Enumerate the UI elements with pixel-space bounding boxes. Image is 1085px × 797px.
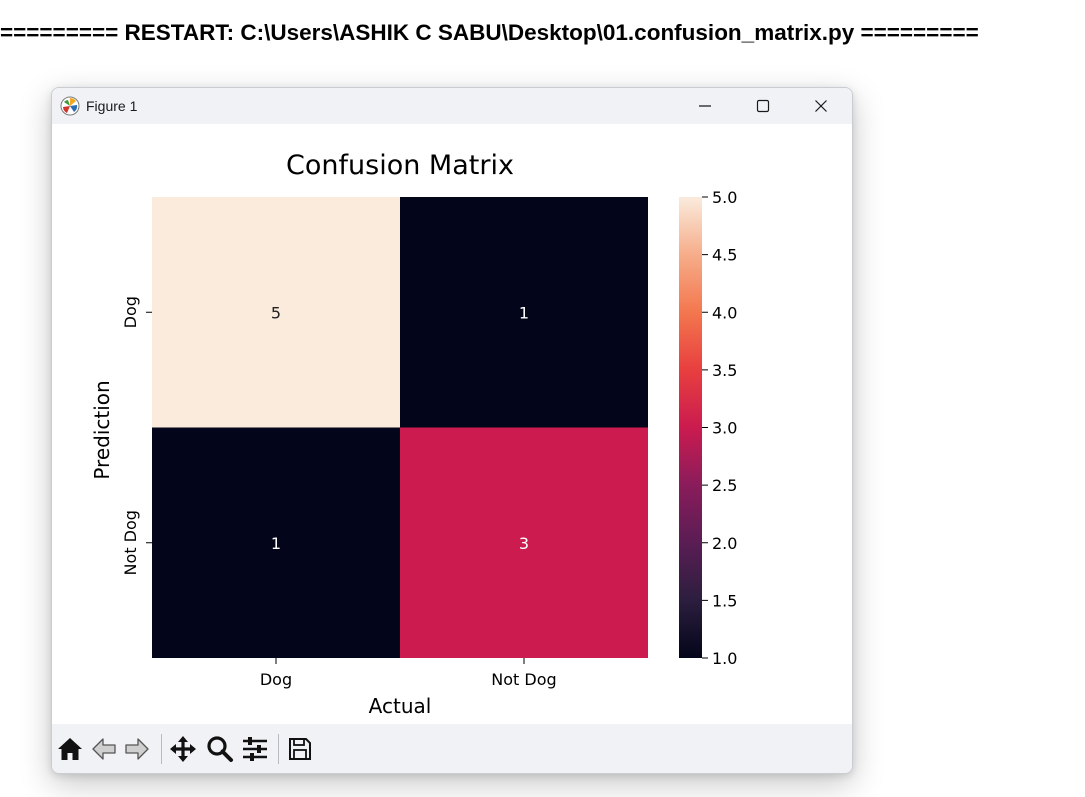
maximize-icon xyxy=(756,99,770,113)
cell-annotation: 1 xyxy=(271,534,281,553)
cell-annotation: 3 xyxy=(519,534,529,553)
maximize-button[interactable] xyxy=(734,88,792,124)
forward-button[interactable] xyxy=(123,735,151,763)
colorbar xyxy=(679,197,702,658)
figure-canvas[interactable]: Confusion Matrix 5 1 1 3 Dog Not Dog Dog Not … xyxy=(52,124,852,724)
cell-annotation: 5 xyxy=(271,303,281,322)
minimize-button[interactable] xyxy=(676,88,734,124)
save-button[interactable] xyxy=(286,735,314,763)
close-button[interactable] xyxy=(792,88,850,124)
toolbar-separator xyxy=(278,734,279,764)
back-arrow-icon xyxy=(92,738,116,760)
heatmap-cell xyxy=(152,427,400,658)
cell-annotation: 1 xyxy=(519,303,529,322)
colorbar-tick-label: 4.0 xyxy=(712,303,737,322)
heatmap-cell xyxy=(400,427,648,658)
y-axis-label: Prediction xyxy=(90,380,114,479)
confusion-matrix-chart: Confusion Matrix 5 1 1 3 Dog Not Dog Dog Not … xyxy=(90,150,737,718)
colorbar-tick-label: 1.5 xyxy=(712,591,737,610)
home-button[interactable] xyxy=(56,735,84,763)
y-tick-label: Dog xyxy=(121,296,140,328)
colorbar-tick-label: 3.5 xyxy=(712,361,737,380)
back-button[interactable] xyxy=(90,735,118,763)
heatmap-cell xyxy=(152,197,400,428)
zoom-icon xyxy=(207,736,233,762)
colorbar-tick-label: 3.0 xyxy=(712,419,737,438)
y-tick-label: Not Dog xyxy=(121,510,140,575)
configure-subplots-icon xyxy=(243,737,267,761)
colorbar-tick-label: 5.0 xyxy=(712,188,737,207)
x-axis-label: Actual xyxy=(369,694,432,718)
colorbar-tick-label: 1.0 xyxy=(712,649,737,668)
navigation-toolbar xyxy=(52,724,852,773)
pan-button[interactable] xyxy=(169,735,197,763)
forward-arrow-icon xyxy=(125,738,149,760)
shell-restart-line: ========= RESTART: C:\Users\ASHIK C SABU… xyxy=(0,20,979,45)
toolbar-separator xyxy=(161,734,162,764)
colorbar-tick-label: 2.5 xyxy=(712,476,737,495)
chart-title: Confusion Matrix xyxy=(286,150,514,181)
heatmap-cell xyxy=(400,197,648,428)
matplotlib-logo-icon xyxy=(60,96,80,116)
colorbar-tick-label: 2.0 xyxy=(712,534,737,553)
x-tick-label: Dog xyxy=(260,670,292,689)
pan-icon xyxy=(170,736,196,762)
configure-subplots-button[interactable] xyxy=(241,735,269,763)
window-titlebar[interactable]: Figure 1 xyxy=(52,88,852,124)
x-tick-label: Not Dog xyxy=(491,670,556,689)
figure-window: Figure 1 xyxy=(51,87,853,774)
home-icon xyxy=(58,738,82,760)
window-title: Figure 1 xyxy=(86,98,138,114)
minimize-icon xyxy=(699,105,711,107)
close-icon xyxy=(815,100,827,112)
zoom-button[interactable] xyxy=(206,735,234,763)
save-icon xyxy=(289,738,311,760)
colorbar-tick-label: 4.5 xyxy=(712,246,737,265)
